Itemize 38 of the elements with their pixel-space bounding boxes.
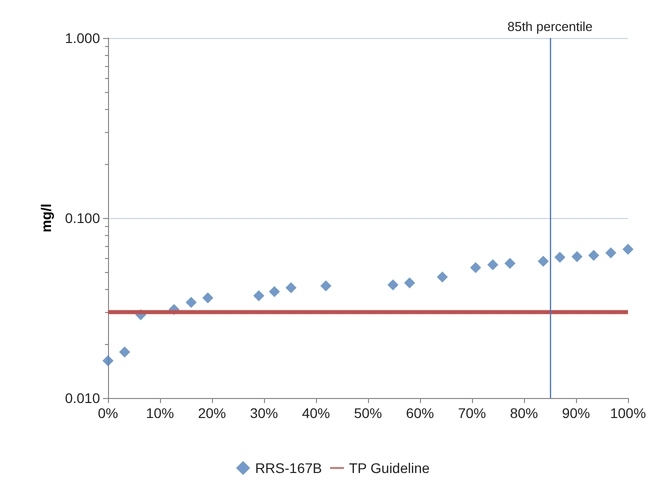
point — [622, 244, 634, 255]
point — [605, 247, 616, 258]
point — [588, 250, 600, 261]
x-tick-label: 40% — [302, 405, 330, 421]
x-tick-label: 20% — [198, 405, 226, 421]
x-tick-label: 80% — [510, 405, 538, 421]
point — [436, 272, 448, 283]
y-axis-title: mg/l — [38, 204, 54, 232]
point — [320, 280, 332, 292]
x-tick-label: 10% — [146, 405, 174, 421]
point — [404, 277, 416, 288]
point — [572, 251, 583, 262]
point — [504, 258, 516, 269]
point — [470, 262, 482, 274]
legend-label: RRS-167B — [255, 460, 322, 476]
point — [202, 292, 214, 304]
point — [253, 290, 264, 302]
point — [186, 296, 197, 308]
point — [554, 252, 566, 263]
point — [268, 286, 280, 298]
x-tick-label: 50% — [354, 405, 382, 421]
x-tick-label: 100% — [610, 405, 646, 421]
point — [487, 259, 498, 270]
point — [286, 282, 297, 294]
point — [387, 279, 398, 290]
x-tick-label: 90% — [562, 405, 590, 421]
y-tick-label: 0.100 — [64, 210, 100, 226]
ref-line-label: 85th percentile — [507, 19, 593, 34]
point — [538, 256, 549, 267]
y-tick-label: 0.010 — [64, 390, 100, 406]
x-tick-label: 30% — [250, 405, 278, 421]
legend-label: TP Guideline — [348, 460, 430, 476]
x-tick-label: 0% — [98, 405, 118, 421]
point — [102, 355, 114, 366]
x-tick-label: 60% — [406, 405, 434, 421]
point — [119, 346, 130, 358]
y-tick-label: 1.000 — [64, 30, 100, 46]
x-tick-label: 70% — [458, 405, 486, 421]
